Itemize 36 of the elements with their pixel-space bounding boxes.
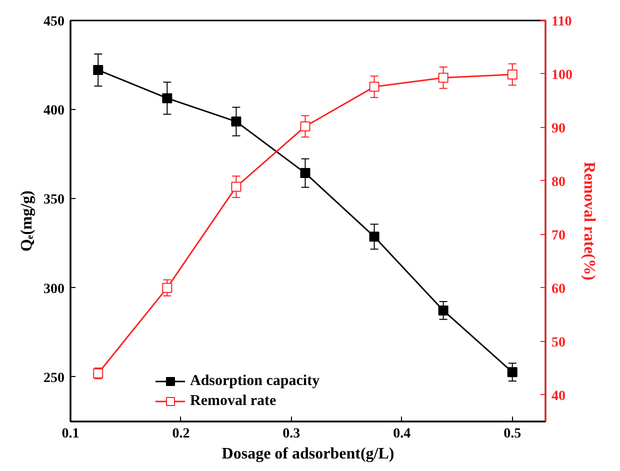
point <box>162 282 172 293</box>
y-axis-title: Qₑ(mg/g) <box>18 190 36 252</box>
point <box>438 72 448 83</box>
x-tick-label: 0.5 <box>504 426 522 442</box>
y2-tick-label: 40 <box>552 388 566 404</box>
y2-tick-label: 60 <box>552 282 566 297</box>
y-tick-label: 450 <box>44 14 64 30</box>
x-tick-label: 0.3 <box>282 426 300 442</box>
y2-axis-title: Removal rate(%) <box>580 162 598 280</box>
y2-tick-label: 80 <box>552 174 566 190</box>
point <box>231 116 242 127</box>
point <box>369 232 380 242</box>
y2-tick-label: 70 <box>552 228 566 244</box>
x-tick-label: 0.4 <box>393 426 411 442</box>
y2-tick-label: 50 <box>552 335 566 350</box>
x-tick-label: 0.2 <box>172 426 190 442</box>
y2-tick-label: 100 <box>552 68 572 83</box>
point <box>93 65 104 76</box>
y-tick-label: 400 <box>44 104 64 119</box>
y2-tick-label: 90 <box>552 121 566 136</box>
y-tick-label: 250 <box>44 370 64 386</box>
y-tick-label: 300 <box>44 282 64 297</box>
x-axis-title: Dosage of adsorbent(g/L) <box>222 446 394 462</box>
y-tick-label: 350 <box>44 192 64 208</box>
point <box>162 93 172 104</box>
point <box>369 82 380 92</box>
point <box>507 70 518 80</box>
point <box>300 168 310 178</box>
x-tick-label: 0.1 <box>62 426 80 442</box>
point <box>300 121 310 132</box>
y2-tick-label: 110 <box>552 14 572 30</box>
point <box>231 182 242 192</box>
legend-label: Removal rate <box>190 392 276 410</box>
point <box>507 367 518 378</box>
point <box>438 305 448 316</box>
legend-label: Adsorption capacity <box>190 372 320 390</box>
